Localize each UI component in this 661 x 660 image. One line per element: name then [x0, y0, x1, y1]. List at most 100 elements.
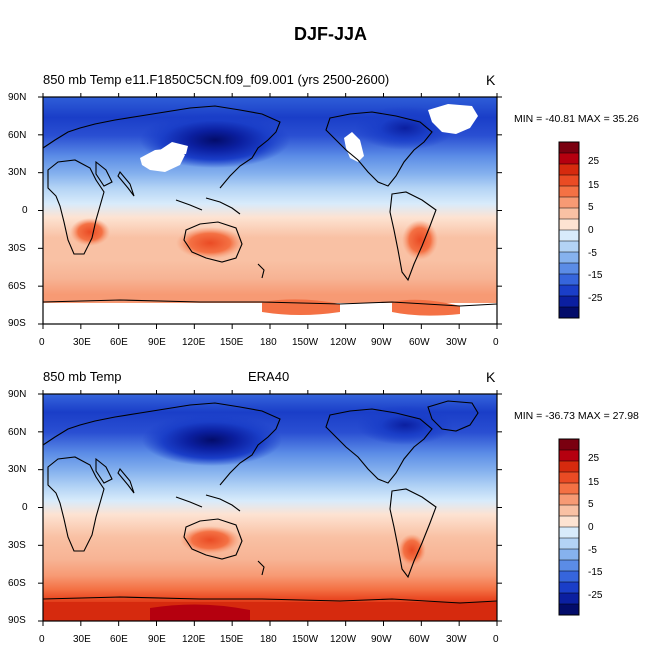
colorbar-swatch [559, 252, 579, 264]
colorbar-swatch [559, 197, 579, 209]
colorbar-swatch [559, 483, 579, 495]
mongolia-missing-model [160, 142, 188, 156]
lon-tick-label: 0 [493, 634, 499, 645]
colorbar-label: -15 [588, 567, 603, 578]
lat-tick-label: 60N [8, 130, 27, 141]
colorbar-swatch [559, 560, 579, 572]
lon-tick-label: 120W [330, 337, 357, 348]
antarctica-missing-model [43, 303, 497, 324]
lat-tick-label: 30S [8, 540, 26, 551]
lat-tick-label: 90S [8, 318, 26, 329]
colorbar-swatch [559, 494, 579, 506]
rockies-missing-model [344, 132, 364, 162]
lon-tick-label: 30W [446, 634, 467, 645]
lat-tick-label: 30S [8, 243, 26, 254]
lat-tick-label: 90N [8, 92, 27, 103]
lon-tick-label: 60W [409, 337, 430, 348]
colorbar-swatch [559, 604, 579, 616]
lon-tick-label: 150W [292, 634, 319, 645]
colorbar-swatch [559, 230, 579, 242]
colorbar-swatch [559, 296, 579, 308]
colorbar-label: -5 [588, 545, 597, 556]
units-label-model: K [486, 72, 496, 88]
lon-tick-label: 150E [220, 337, 244, 348]
lat-tick-label: 60S [8, 281, 26, 292]
lon-tick-label: 0 [39, 634, 45, 645]
colorbar-swatch [559, 285, 579, 297]
coastlines-obs [42, 400, 498, 604]
lat-tick-label: 0 [22, 502, 28, 513]
units-label-obs: K [486, 369, 496, 385]
colorbar-label: -25 [588, 293, 603, 304]
colorbar-label: 5 [588, 499, 594, 510]
greenland-missing-model [428, 104, 478, 134]
colorbar-label: 15 [588, 180, 600, 191]
colorbar-swatch [559, 175, 579, 187]
colorbar-label: -15 [588, 270, 603, 281]
lon-tick-label: 180 [260, 634, 277, 645]
lon-tick-label: 90W [371, 634, 392, 645]
colorbar-swatch [559, 208, 579, 220]
map-field-obs [43, 394, 497, 621]
colorbar-swatch [559, 593, 579, 605]
colorbar-label: 0 [588, 225, 594, 236]
lat-tick-label: 90S [8, 615, 26, 626]
lon-tick-label: 60W [409, 634, 430, 645]
lon-tick-label: 90E [148, 634, 166, 645]
north-america-cold-anomaly-model [355, 106, 455, 150]
colorbar-swatch [559, 241, 579, 253]
colorbar-label: -25 [588, 590, 603, 601]
colorbar-label: 25 [588, 156, 600, 167]
min-max-label-obs: MIN = -36.73 MAX = 27.98 [514, 410, 639, 422]
colorbar-frame-obs [558, 438, 580, 616]
colorbar-swatch [559, 219, 579, 231]
panel-center-title-model: e11.F1850C5CN.f09_f09.001 (yrs 2500-2600… [125, 72, 390, 87]
colorbar-label: 5 [588, 202, 594, 213]
colorbar-swatch [559, 307, 579, 319]
colorbar-label: 0 [588, 522, 594, 533]
colorbar-swatch [559, 582, 579, 594]
lon-tick-label: 150E [220, 634, 244, 645]
lon-tick-label: 30W [446, 337, 467, 348]
colorbar-swatch [559, 274, 579, 286]
colorbar-frame-model [558, 141, 580, 319]
south-america-warm-anomaly-model [402, 220, 438, 260]
colorbar-swatch [559, 571, 579, 583]
panel-center-title-obs: ERA40 [248, 369, 290, 384]
panel-left-title-model: 850 mb Temp [43, 72, 122, 87]
colorbar-swatch [559, 461, 579, 473]
colorbar-swatch [559, 142, 579, 154]
lat-tick-label: 60N [8, 427, 27, 438]
antarctica-strong-warm-obs [150, 604, 250, 621]
colorbar-swatch [559, 527, 579, 539]
panel-left-title-obs: 850 mb Temp [43, 369, 122, 384]
colorbar-swatch [559, 505, 579, 517]
lon-tick-label: 30E [73, 337, 91, 348]
colorbar-swatch [559, 263, 579, 275]
lat-tick-label: 90N [8, 389, 27, 400]
coastlines-model [42, 105, 498, 307]
colorbar-swatch [559, 164, 579, 176]
lon-tick-label: 0 [493, 337, 499, 348]
weddell-warm-model [392, 299, 460, 316]
lat-tick-label: 30N [8, 167, 27, 178]
lon-tick-label: 30E [73, 634, 91, 645]
australia-warm-anomaly-model [176, 227, 244, 259]
lat-tick-label: 60S [8, 578, 26, 589]
lon-tick-label: 0 [39, 337, 45, 348]
lon-tick-label: 150W [292, 337, 319, 348]
lon-tick-label: 180 [260, 337, 277, 348]
colorbar-swatch [559, 450, 579, 462]
colorbar-swatch [559, 186, 579, 198]
lon-tick-label: 120W [330, 634, 357, 645]
colorbar-swatch [559, 153, 579, 165]
colorbar-label: 15 [588, 477, 600, 488]
south-america-warm-anomaly-obs [398, 534, 426, 566]
figure-title: DJF-JJA [293, 24, 368, 44]
lon-tick-label: 120E [182, 634, 206, 645]
colorbar-swatch [559, 472, 579, 484]
australia-warm-anomaly-obs [180, 526, 240, 554]
lat-tick-label: 30N [8, 464, 27, 475]
map-field-model [43, 97, 497, 324]
